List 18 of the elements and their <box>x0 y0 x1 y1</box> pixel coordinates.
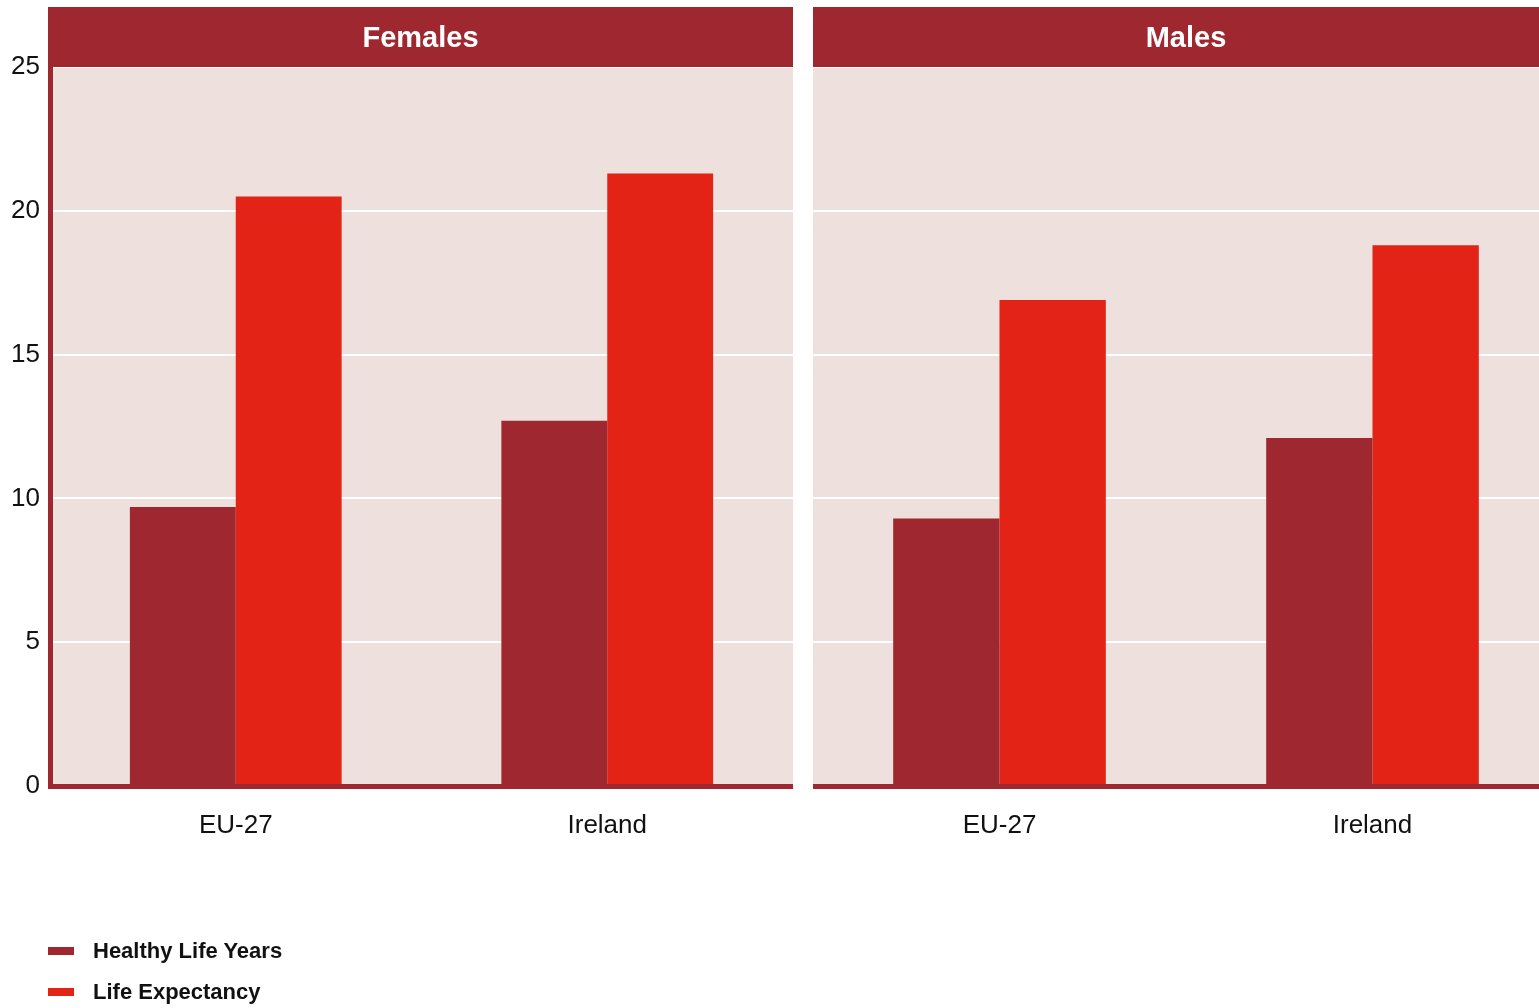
x-tick-label: EU-27 <box>198 808 273 839</box>
y-tick-label: 10 <box>11 481 40 512</box>
y-tick-label: 5 <box>25 625 40 656</box>
chart-title: Males <box>1145 20 1227 54</box>
chart-title: Females <box>362 20 479 54</box>
bar <box>607 173 714 785</box>
y-tick-label: 15 <box>11 337 40 368</box>
y-tick-label: 20 <box>11 193 40 224</box>
x-tick-label: Ireland <box>1332 808 1413 839</box>
y-tick-label: 25 <box>11 50 40 81</box>
x-tick-label: EU-27 <box>962 808 1037 839</box>
x-tick-label: Ireland <box>567 808 647 839</box>
y-tick-label: 0 <box>25 769 40 800</box>
legend-label: Life Expectancy <box>93 978 261 1005</box>
bar <box>1372 245 1479 785</box>
bar <box>999 299 1106 785</box>
bar <box>235 196 342 785</box>
legend-label: Healthy Life Years <box>93 937 283 964</box>
